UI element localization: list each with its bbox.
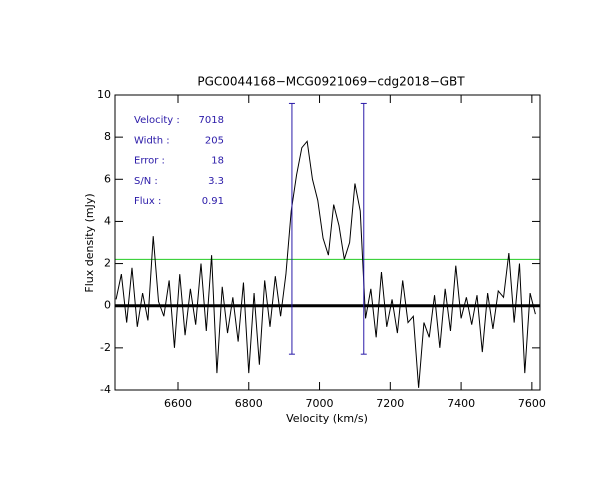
- annotation-value: 18: [211, 156, 224, 167]
- annotation-label: Error :: [134, 156, 165, 167]
- y-tick-label: -2: [100, 341, 111, 354]
- y-tick-label: 10: [97, 88, 111, 101]
- annotation-label: Flux :: [134, 196, 161, 207]
- plot-frame: [114, 94, 541, 391]
- x-tick-label: 7000: [306, 397, 334, 410]
- annotation-value: 3.3: [208, 176, 224, 187]
- annotation-value: 205: [205, 135, 224, 146]
- y-axis-label: Flux density (mJy): [83, 193, 96, 292]
- x-tick-label: 7600: [518, 397, 546, 410]
- annotation-value: 0.91: [202, 196, 224, 207]
- y-tick-label: 8: [104, 130, 111, 143]
- annotation-label: S/N :: [134, 176, 158, 187]
- x-tick-label: 7200: [376, 397, 404, 410]
- x-tick-label: 6600: [164, 397, 192, 410]
- annotation-label: Velocity :: [134, 115, 180, 126]
- annotation-value: 7018: [199, 115, 224, 126]
- y-tick-label: 2: [104, 257, 111, 270]
- y-tick-label: 6: [104, 172, 111, 185]
- x-axis-label: Velocity (km/s): [286, 412, 368, 425]
- x-tick-label: 7400: [447, 397, 475, 410]
- y-tick-label: 0: [104, 299, 111, 312]
- y-tick-label: 4: [104, 214, 111, 227]
- spectrum-line: [115, 140, 536, 388]
- x-tick-label: 6800: [235, 397, 263, 410]
- y-tick-label: -4: [100, 383, 111, 396]
- annotation-label: Width :: [134, 135, 170, 146]
- chart-title: PGC0044168−MCG0921069−cdg2018−GBT: [197, 75, 465, 89]
